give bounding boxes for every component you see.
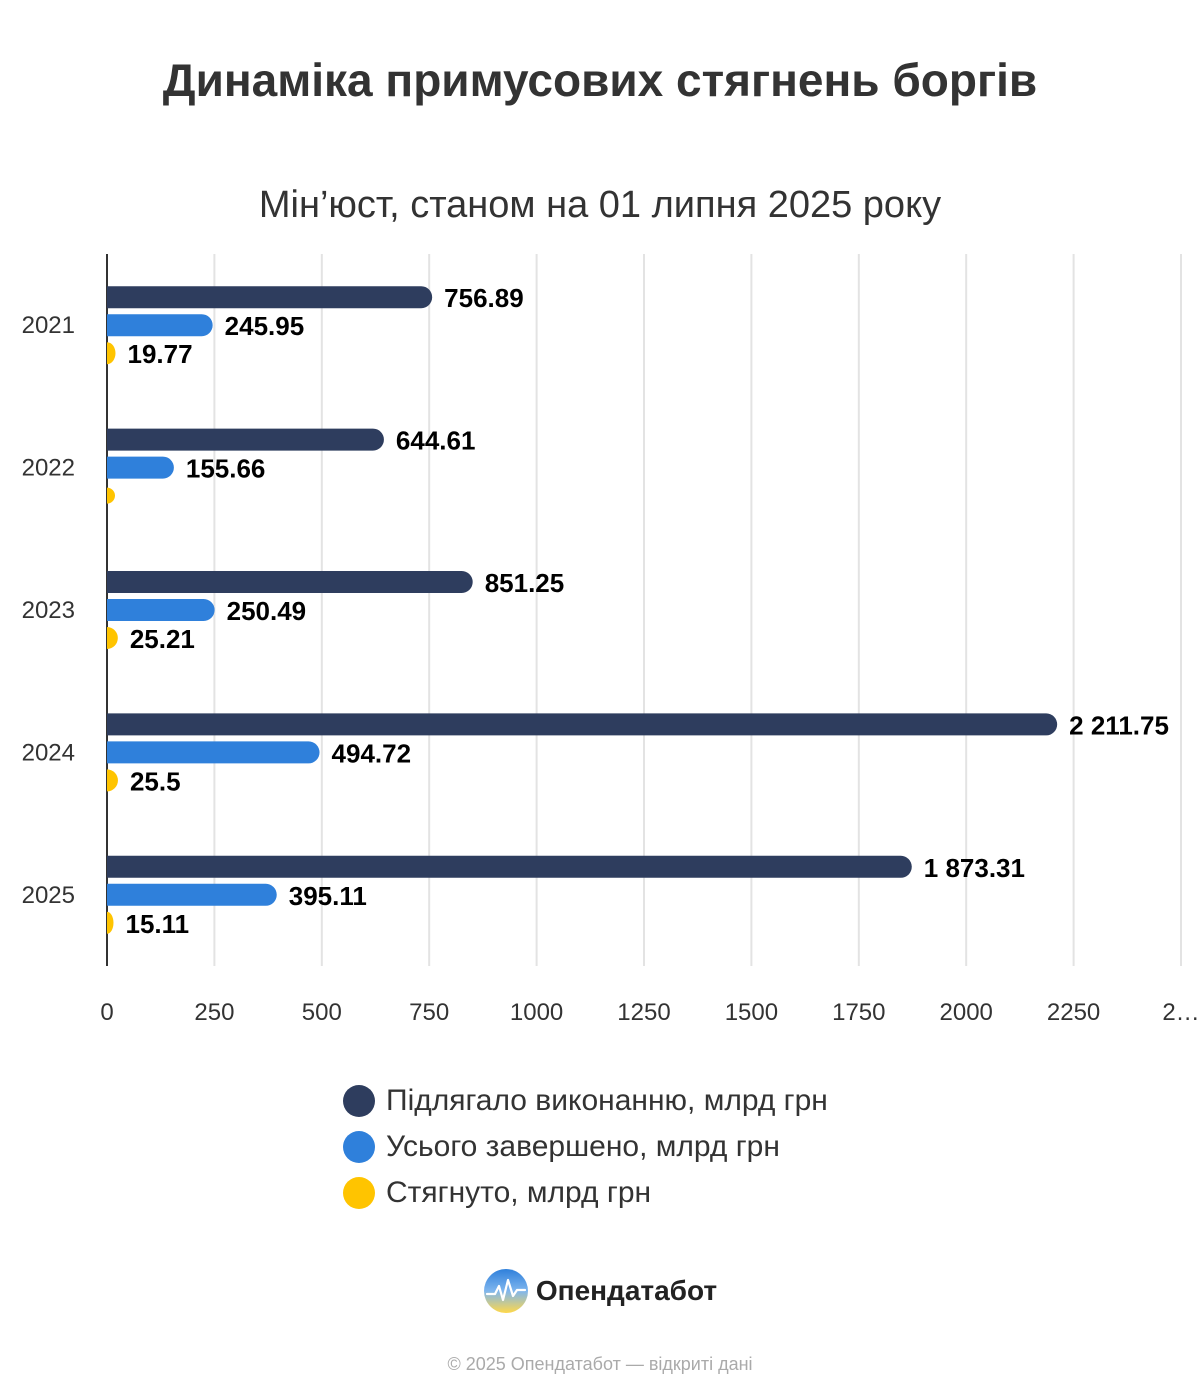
y-category-label: 2022 <box>22 455 75 482</box>
bar <box>107 342 116 365</box>
data-label: 756.89 <box>444 283 524 313</box>
data-label: 644.61 <box>396 426 476 456</box>
bar <box>107 911 114 934</box>
data-label: 155.66 <box>186 454 266 484</box>
legend-item-collected[interactable]: Стягнуто, млрд грн <box>343 1170 828 1216</box>
bar <box>107 741 320 764</box>
x-tick-label: 750 <box>409 999 449 1026</box>
x-tick-label: 1000 <box>510 999 563 1026</box>
brand: Опендатабот <box>0 1268 1200 1314</box>
bar <box>107 713 1058 736</box>
x-tick-label: 2000 <box>940 999 993 1026</box>
data-label: 19.77 <box>127 339 192 369</box>
y-category-label: 2021 <box>22 312 75 339</box>
legend: Підлягало виконанню, млрд грн Усього зав… <box>343 1078 828 1216</box>
bar-chart: 0 250 500 750 1000 1250 1500 1750 2000 2250 2… 2021… <box>22 254 1200 1026</box>
data-label: 250.49 <box>227 596 307 626</box>
data-label: 25.5 <box>130 766 181 796</box>
bar <box>107 883 277 906</box>
y-category-label: 2024 <box>22 739 75 766</box>
x-tick-label: 2250 <box>1047 999 1100 1026</box>
legend-marker <box>343 1177 375 1209</box>
data-label: 245.95 <box>225 311 305 341</box>
legend-marker <box>343 1085 375 1117</box>
data-label: 15.11 <box>125 909 189 939</box>
x-tick-label: 250 <box>194 999 234 1026</box>
bar <box>107 456 174 479</box>
x-tick-label: 500 <box>302 999 342 1026</box>
legend-item-planned[interactable]: Підлягало виконанню, млрд грн <box>343 1078 828 1124</box>
data-label: 494.72 <box>332 738 412 768</box>
legend-label: Підлягало виконанню, млрд грн <box>386 1084 828 1117</box>
bar <box>107 314 213 337</box>
bar <box>107 769 118 792</box>
bar <box>107 599 215 621</box>
opendatabot-logo-icon <box>483 1269 528 1313</box>
chart-title: Динаміка примусових стягнень боргів <box>162 54 1038 106</box>
bar <box>107 571 473 593</box>
y-category-label: 2023 <box>22 597 75 624</box>
chart-subtitle: Мін’юст, станом на 01 липня 2025 року <box>258 184 942 226</box>
data-label: 2 211.75 <box>1069 710 1169 740</box>
bar <box>107 855 912 878</box>
x-tick-label: 1750 <box>832 999 885 1026</box>
footer-copyright: © 2025 Опендатабот — відкриті дані <box>447 1354 753 1374</box>
bar <box>107 627 118 649</box>
x-tick-label: 1500 <box>725 999 778 1026</box>
data-label: 25.21 <box>130 624 195 654</box>
data-label: 851.25 <box>485 568 565 598</box>
legend-label: Стягнуто, млрд грн <box>386 1176 652 1209</box>
x-tick-label: 1250 <box>617 999 670 1026</box>
legend-marker <box>343 1131 375 1163</box>
y-category-label: 2025 <box>22 882 75 909</box>
bar <box>107 428 384 451</box>
brand-name: Опендатабот <box>535 1275 718 1306</box>
x-tick-label: 2… <box>1162 999 1199 1026</box>
bar <box>107 286 433 309</box>
bar <box>107 487 115 504</box>
data-label: 395.11 <box>289 881 367 911</box>
legend-item-completed[interactable]: Усього завершено, млрд грн <box>343 1124 828 1170</box>
data-label: 1 873.31 <box>924 853 1025 883</box>
x-tick-label: 0 <box>100 999 113 1026</box>
legend-label: Усього завершено, млрд грн <box>386 1130 780 1163</box>
